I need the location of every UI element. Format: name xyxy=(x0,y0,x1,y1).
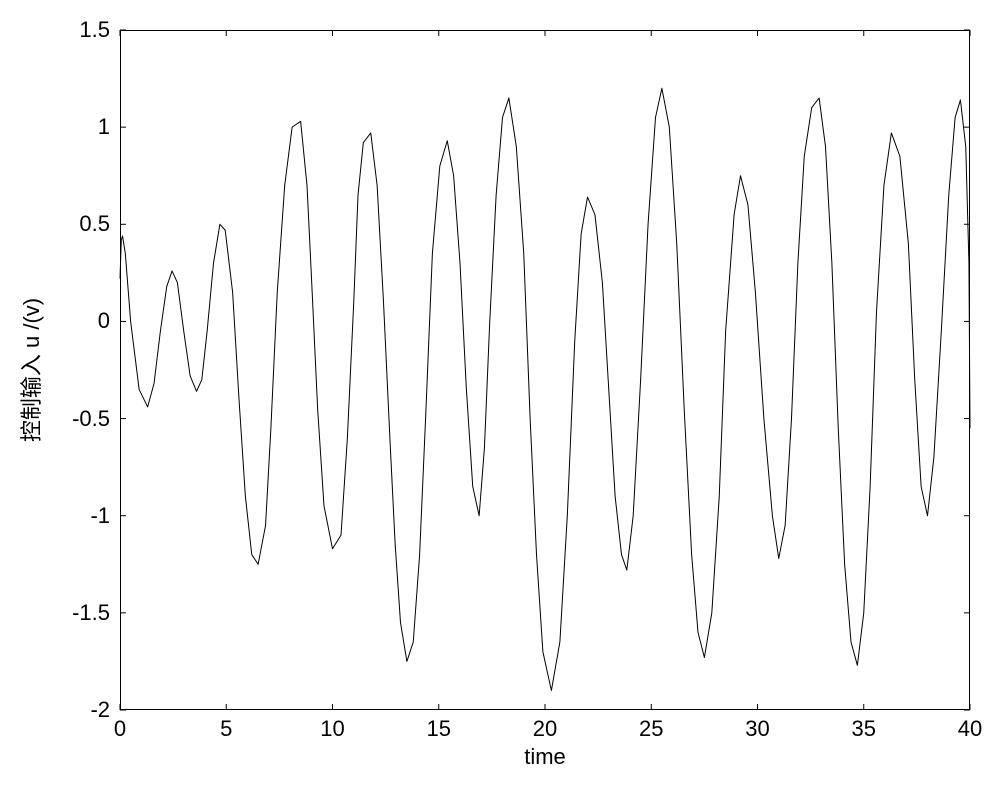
figure: 0 5 10 15 20 25 30 35 40 -2 -1.5 -1 -0.5 0 0.5 1 1.5 time… xyxy=(0,0,1000,786)
x-tick-label: 25 xyxy=(639,716,663,742)
y-tick-label: -1 xyxy=(60,503,110,529)
x-tick-label: 10 xyxy=(320,716,344,742)
x-tick-label: 15 xyxy=(427,716,451,742)
x-tick-label: 35 xyxy=(852,716,876,742)
chart-svg xyxy=(0,0,1000,786)
x-tick-label: 0 xyxy=(114,716,126,742)
x-axis-label: time xyxy=(524,744,566,770)
series-line xyxy=(120,88,970,690)
y-tick-label: 1.5 xyxy=(60,17,110,43)
y-axis-label: 控制输入 u /(v) xyxy=(14,298,46,442)
x-tick-label: 40 xyxy=(958,716,982,742)
y-tick-label: -0.5 xyxy=(60,406,110,432)
x-tick-label: 5 xyxy=(220,716,232,742)
y-tick-label: -2 xyxy=(60,697,110,723)
x-tick-label: 20 xyxy=(533,716,557,742)
y-tick-label: 1 xyxy=(60,114,110,140)
y-tick-label: 0 xyxy=(60,308,110,334)
x-tick-label: 30 xyxy=(745,716,769,742)
y-tick-label: -1.5 xyxy=(60,600,110,626)
y-tick-label: 0.5 xyxy=(60,211,110,237)
